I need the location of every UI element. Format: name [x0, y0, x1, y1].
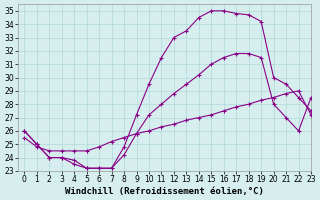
X-axis label: Windchill (Refroidissement éolien,°C): Windchill (Refroidissement éolien,°C) [65, 187, 264, 196]
